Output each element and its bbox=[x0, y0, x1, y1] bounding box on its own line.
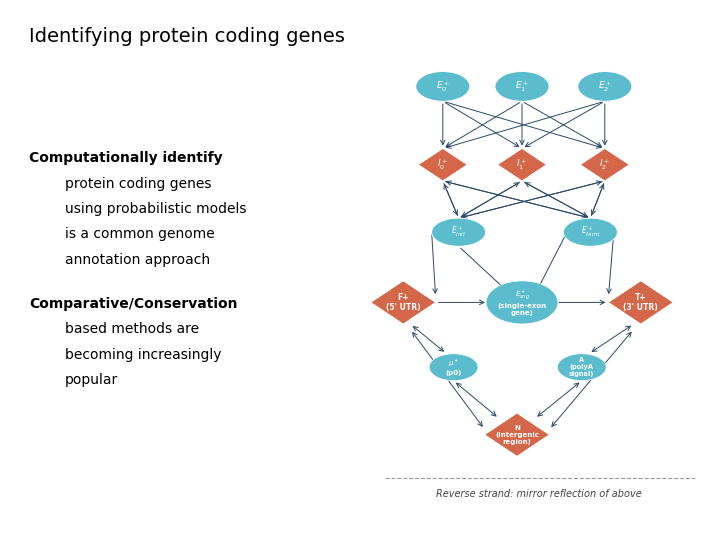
Text: $E_0^+$: $E_0^+$ bbox=[436, 79, 450, 93]
Text: annotation approach: annotation approach bbox=[65, 253, 210, 267]
Text: $E_2^+$: $E_2^+$ bbox=[598, 79, 612, 93]
Ellipse shape bbox=[495, 71, 549, 102]
Text: $\mu^+$
(p0): $\mu^+$ (p0) bbox=[446, 358, 462, 376]
Ellipse shape bbox=[486, 281, 558, 324]
Ellipse shape bbox=[577, 71, 632, 102]
Polygon shape bbox=[371, 281, 436, 324]
Text: based methods are: based methods are bbox=[65, 322, 199, 336]
Polygon shape bbox=[580, 148, 629, 181]
Text: N
(intergenic
region): N (intergenic region) bbox=[495, 424, 539, 445]
Text: $E_1^+$: $E_1^+$ bbox=[515, 79, 529, 93]
Text: $E_{term}^+$: $E_{term}^+$ bbox=[581, 225, 600, 239]
Polygon shape bbox=[418, 148, 467, 181]
Text: $I_2^+$: $I_2^+$ bbox=[599, 158, 611, 172]
Text: using probabilistic models: using probabilistic models bbox=[65, 202, 246, 216]
Text: becoming increasingly: becoming increasingly bbox=[65, 348, 221, 362]
Polygon shape bbox=[498, 148, 546, 181]
Text: $I_1^+$: $I_1^+$ bbox=[516, 158, 528, 172]
Polygon shape bbox=[608, 281, 673, 324]
Text: is a common genome: is a common genome bbox=[65, 227, 215, 241]
Text: Reverse strand: mirror reflection of above: Reverse strand: mirror reflection of abo… bbox=[436, 489, 642, 499]
Text: $E_{init}^+$: $E_{init}^+$ bbox=[451, 225, 467, 239]
Text: A
(polyA
signal): A (polyA signal) bbox=[569, 357, 595, 377]
Text: T+
(3' UTR): T+ (3' UTR) bbox=[624, 293, 658, 312]
Text: Comparative/Conservation: Comparative/Conservation bbox=[29, 297, 238, 311]
Ellipse shape bbox=[563, 218, 618, 246]
Ellipse shape bbox=[557, 354, 606, 381]
Ellipse shape bbox=[416, 71, 470, 102]
Polygon shape bbox=[485, 413, 549, 456]
Text: popular: popular bbox=[65, 373, 118, 387]
Text: F+
(5' UTR): F+ (5' UTR) bbox=[386, 293, 420, 312]
Text: $I_0^+$: $I_0^+$ bbox=[437, 158, 449, 172]
Ellipse shape bbox=[429, 354, 478, 381]
Text: Computationally identify: Computationally identify bbox=[29, 151, 222, 165]
Text: protein coding genes: protein coding genes bbox=[65, 177, 211, 191]
Text: $E_{sng}^+$
(single-exon
gene): $E_{sng}^+$ (single-exon gene) bbox=[498, 288, 546, 316]
Ellipse shape bbox=[432, 218, 485, 246]
Text: Identifying protein coding genes: Identifying protein coding genes bbox=[29, 27, 345, 46]
